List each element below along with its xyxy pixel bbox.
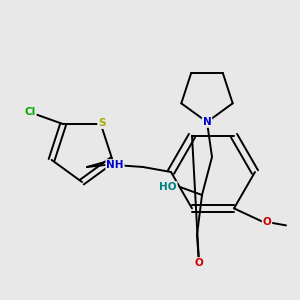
- Text: HO: HO: [159, 182, 177, 192]
- Text: S: S: [98, 118, 106, 128]
- Text: Cl: Cl: [25, 107, 36, 117]
- Text: N: N: [202, 117, 211, 127]
- Text: NH: NH: [106, 160, 124, 170]
- Text: O: O: [195, 258, 203, 268]
- Text: O: O: [262, 218, 272, 227]
